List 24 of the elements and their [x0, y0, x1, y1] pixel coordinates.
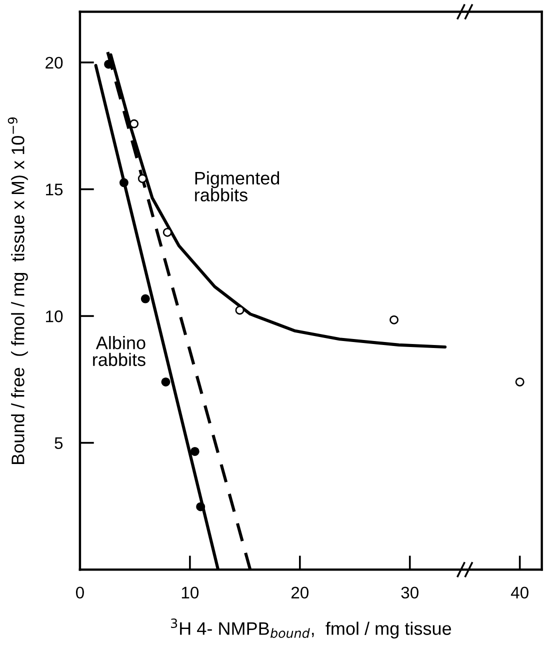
x-tick-label: 0: [76, 586, 84, 599]
series-label: Pigmented rabbits: [195, 171, 280, 202]
point: [119, 178, 128, 188]
x-tick-label: 10: [182, 586, 199, 599]
point: [515, 377, 524, 386]
y-tick-label: 15: [46, 184, 63, 196]
point: [196, 502, 206, 512]
x-tick-label: 30: [401, 586, 418, 599]
x-tick-label: 20: [291, 586, 309, 599]
point: [162, 228, 172, 237]
point: [161, 377, 170, 386]
y-axis-title: Bound / free ( fmol / mg tissue x M) x 10$^{−9}$: [8, 117, 28, 464]
x-axis-title: $^{3}$H 4- NMPB$_{bound}$, fmol / mg tissue: [171, 618, 452, 639]
y-tick-label: 10: [46, 310, 63, 322]
point: [190, 446, 200, 456]
x-tick-label: 40: [510, 586, 528, 599]
point: [390, 315, 399, 324]
series-label: Albino rabbits: [93, 336, 146, 366]
point: [138, 174, 147, 184]
point: [140, 294, 150, 304]
y-tick-label: 5: [54, 437, 63, 450]
point: [130, 119, 139, 128]
point: [235, 306, 244, 315]
y-tick-label: 20: [46, 56, 63, 69]
